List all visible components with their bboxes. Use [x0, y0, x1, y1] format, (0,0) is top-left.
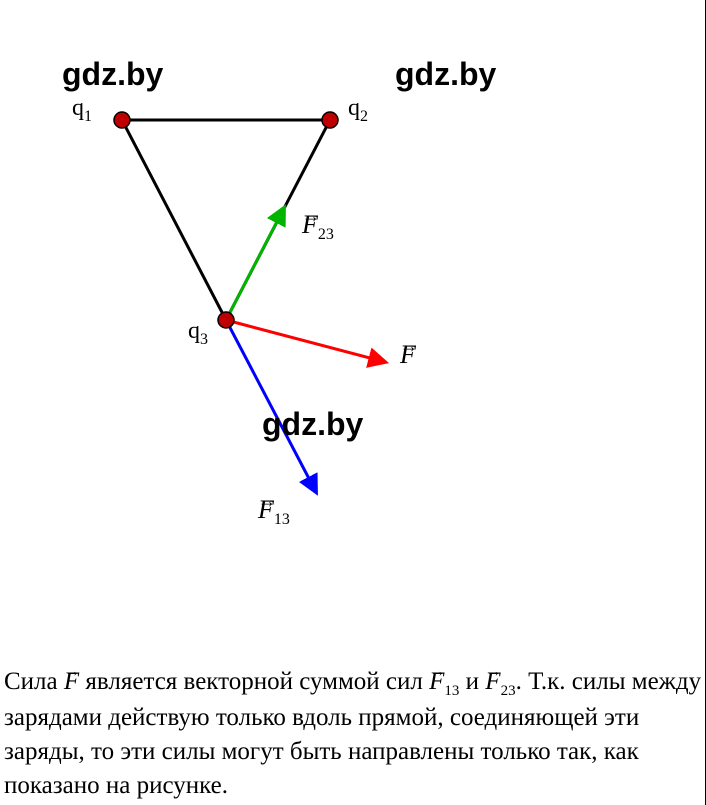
- watermark-2: gdz.by: [395, 56, 496, 93]
- text-vec-f13: →F13: [429, 665, 459, 701]
- text-vec-f: →F: [64, 665, 79, 699]
- text-p1d: . Т.к.: [516, 668, 566, 695]
- label-q3: q3: [188, 318, 208, 349]
- text-f13-sub: 13: [444, 683, 459, 699]
- label-vector-f13: →F13: [258, 495, 290, 529]
- label-q2-sub: 2: [360, 108, 368, 125]
- label-q3-sub: 3: [200, 331, 208, 348]
- label-vector-f23: →F23: [302, 210, 334, 244]
- text-p1a: Сила: [4, 668, 64, 695]
- label-q1: q1: [72, 95, 92, 126]
- watermark-3: gdz.by: [262, 406, 363, 443]
- text-p1c: и: [459, 668, 485, 695]
- label-vector-f: →F: [400, 340, 416, 370]
- text-p1b: является векторной суммой сил: [79, 668, 429, 695]
- diagram-container: gdz.by gdz.by gdz.by q1 q2 q3 →F23 →F →F…: [0, 20, 706, 600]
- label-q1-base: q: [72, 95, 84, 121]
- explanation-text: Сила →F является векторной суммой сил →F…: [4, 665, 702, 803]
- label-q1-sub: 1: [84, 108, 92, 125]
- watermark-1: gdz.by: [62, 56, 163, 93]
- label-q3-base: q: [188, 318, 200, 344]
- label-q2: q2: [348, 95, 368, 126]
- text-f23-sub: 23: [501, 683, 516, 699]
- label-f13-sub: 13: [274, 511, 290, 528]
- label-f23-sub: 23: [318, 226, 334, 243]
- label-q2-base: q: [348, 95, 360, 121]
- text-vec-f23: →F23: [485, 665, 515, 701]
